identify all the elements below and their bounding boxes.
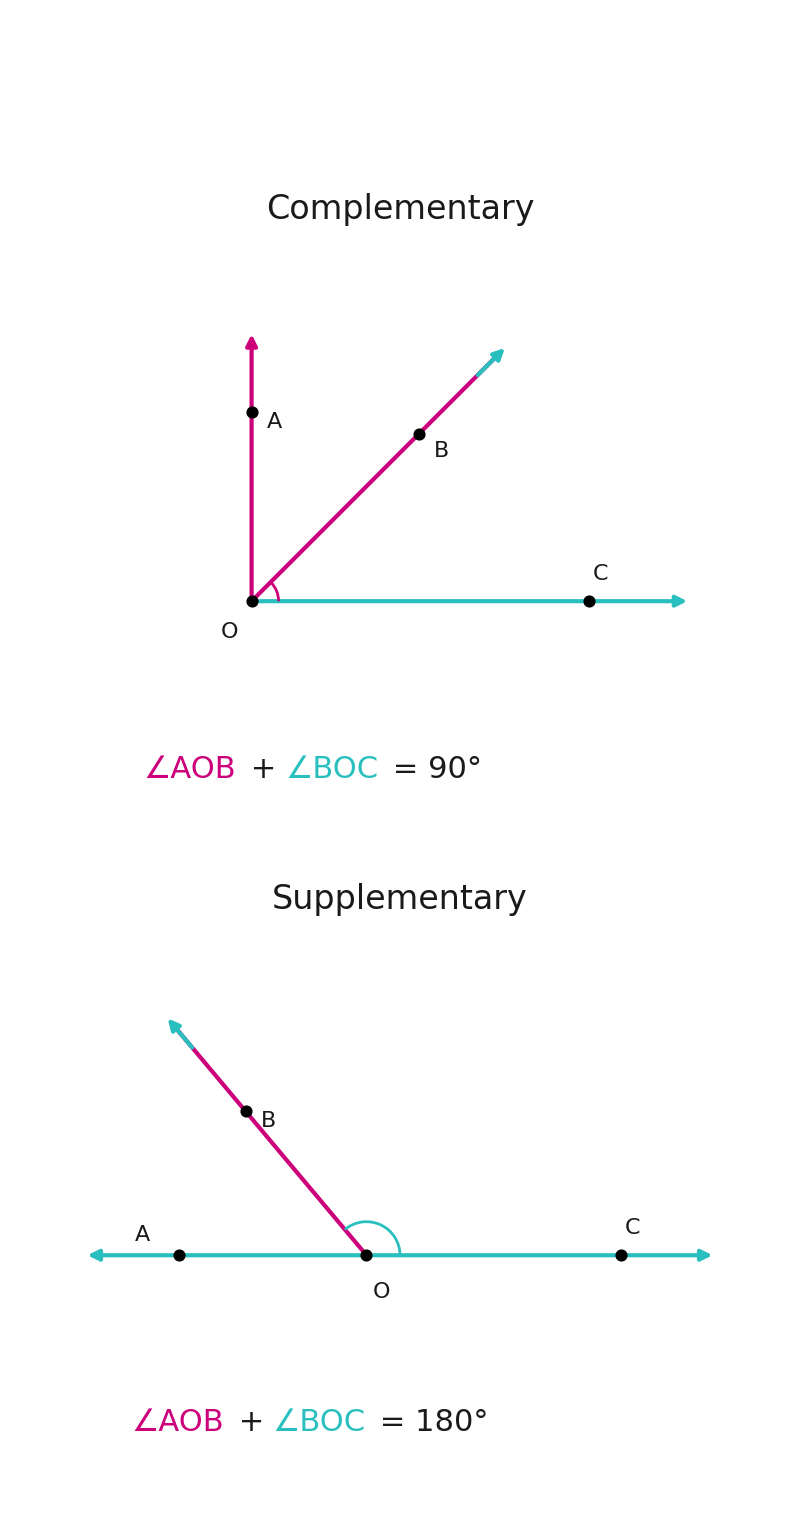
- Text: Edit ›: Edit ›: [363, 106, 437, 135]
- Point: [360, 1244, 373, 1268]
- Text: C: C: [592, 565, 608, 585]
- Text: C: C: [625, 1219, 640, 1239]
- Text: B: B: [261, 1111, 276, 1131]
- Text: ∠BOC: ∠BOC: [273, 1408, 366, 1437]
- Point: [412, 422, 425, 446]
- Point: [615, 1244, 628, 1268]
- Text: O: O: [373, 1282, 390, 1302]
- Text: Complementary: Complementary: [266, 194, 534, 226]
- Text: Supplementary: Supplementary: [272, 883, 528, 916]
- Text: omplementary angles: omplementary angles: [24, 18, 534, 60]
- Text: ∠AOB: ∠AOB: [132, 1408, 224, 1437]
- Text: A: A: [135, 1225, 150, 1245]
- Text: = 90°: = 90°: [383, 756, 482, 785]
- Text: A: A: [266, 412, 282, 432]
- Point: [172, 1244, 185, 1268]
- Text: +: +: [229, 1408, 274, 1437]
- Text: ∠BOC: ∠BOC: [286, 756, 378, 785]
- Text: B: B: [434, 442, 449, 462]
- Text: = 180°: = 180°: [370, 1408, 488, 1437]
- Point: [245, 400, 258, 425]
- Point: [245, 589, 258, 614]
- Text: ∠AOB: ∠AOB: [144, 756, 236, 785]
- Text: O: O: [222, 622, 238, 642]
- Point: [239, 1099, 252, 1123]
- Text: +: +: [242, 756, 286, 785]
- Point: [582, 589, 595, 614]
